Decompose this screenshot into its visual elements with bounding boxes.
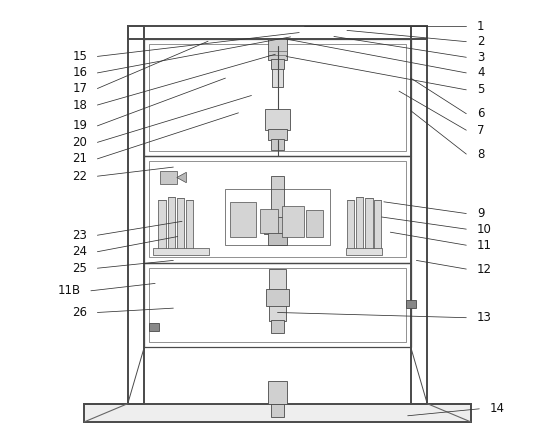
Bar xyxy=(306,210,323,237)
Text: 14: 14 xyxy=(490,402,505,415)
Bar xyxy=(265,217,290,234)
Bar xyxy=(270,139,285,150)
Bar xyxy=(347,200,354,250)
Text: 1: 1 xyxy=(477,20,485,33)
Text: 21: 21 xyxy=(72,152,87,165)
Bar xyxy=(225,189,330,245)
Text: 22: 22 xyxy=(72,170,87,183)
Text: 4: 4 xyxy=(477,66,485,79)
Bar xyxy=(144,263,411,347)
Text: 20: 20 xyxy=(73,136,87,149)
Bar xyxy=(149,323,159,331)
Polygon shape xyxy=(177,172,186,183)
Text: 26: 26 xyxy=(72,306,87,319)
Bar xyxy=(177,198,184,250)
Text: 19: 19 xyxy=(72,119,87,132)
Text: 23: 23 xyxy=(73,229,87,242)
Bar xyxy=(269,269,286,321)
Text: 10: 10 xyxy=(477,223,492,236)
Text: 13: 13 xyxy=(477,311,492,324)
Bar xyxy=(365,198,372,250)
Text: 24: 24 xyxy=(72,245,87,258)
Bar xyxy=(268,129,287,140)
Text: 9: 9 xyxy=(477,207,485,220)
Bar xyxy=(282,206,304,237)
Bar xyxy=(144,156,411,263)
Bar xyxy=(271,320,284,333)
Text: 25: 25 xyxy=(73,262,87,275)
Text: 18: 18 xyxy=(73,99,87,112)
Bar xyxy=(374,200,381,250)
Text: 17: 17 xyxy=(72,82,87,95)
Bar xyxy=(268,233,287,245)
Bar xyxy=(265,108,290,130)
Text: 16: 16 xyxy=(72,66,87,79)
Text: 6: 6 xyxy=(477,107,485,120)
Bar xyxy=(268,381,287,404)
Bar xyxy=(168,197,175,250)
Bar xyxy=(186,200,193,250)
Bar xyxy=(406,300,416,308)
Bar xyxy=(411,26,427,404)
Bar xyxy=(153,248,209,255)
Bar xyxy=(128,26,427,39)
Bar xyxy=(160,171,177,184)
Bar xyxy=(230,202,256,237)
Bar xyxy=(144,39,411,156)
Text: 11: 11 xyxy=(477,239,492,252)
Text: 7: 7 xyxy=(477,124,485,137)
Bar xyxy=(270,59,285,69)
Bar xyxy=(266,289,289,306)
Bar xyxy=(346,248,382,255)
Bar xyxy=(149,268,406,342)
Text: 12: 12 xyxy=(477,263,492,276)
Bar xyxy=(271,404,284,417)
Text: 15: 15 xyxy=(73,50,87,63)
Bar xyxy=(149,161,406,257)
Bar xyxy=(128,26,144,404)
Text: 11B: 11B xyxy=(58,284,81,297)
Bar xyxy=(158,200,165,250)
Bar xyxy=(84,404,471,422)
Bar xyxy=(273,39,282,87)
Text: 2: 2 xyxy=(477,35,485,48)
Bar xyxy=(260,209,278,233)
Bar xyxy=(270,176,285,219)
Bar xyxy=(356,197,364,250)
Bar xyxy=(149,44,406,151)
Text: 5: 5 xyxy=(477,83,485,96)
Text: 8: 8 xyxy=(477,148,485,161)
Bar xyxy=(268,39,287,60)
Text: 3: 3 xyxy=(477,51,485,64)
